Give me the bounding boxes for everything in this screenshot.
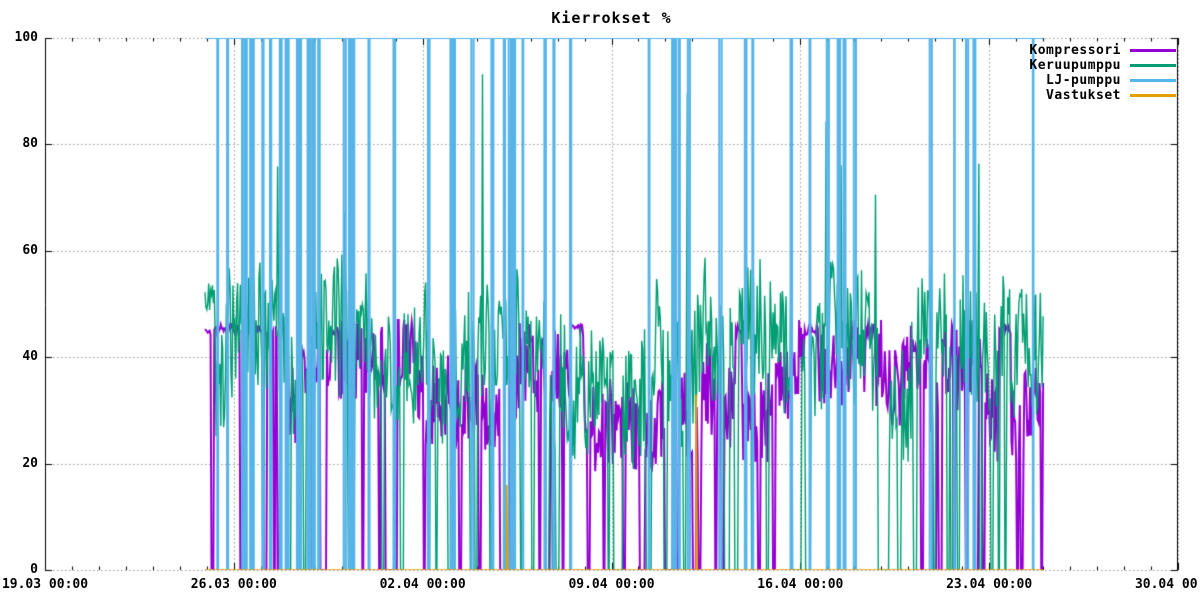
legend-item-keruupumppu: Keruupumppu — [1029, 58, 1176, 73]
legend-item-lj-pumppu: LJ-pumppu — [1029, 73, 1176, 88]
legend-item-vastukset: Vastukset — [1029, 88, 1176, 103]
legend-label-kompressori: Kompressori — [1029, 43, 1121, 58]
legend: Kompressori Keruupumppu LJ-pumppu Vastukset — [1029, 43, 1176, 103]
legend-label-vastukset: Vastukset — [1046, 88, 1121, 103]
chart-title: Kierrokset % — [551, 9, 672, 27]
legend-line-swatch — [1130, 64, 1176, 67]
legend-line-swatch — [1130, 49, 1176, 52]
legend-label-keruupumppu: Keruupumppu — [1029, 58, 1121, 73]
legend-item-kompressori: Kompressori — [1029, 43, 1176, 58]
legend-line-swatch — [1130, 94, 1176, 97]
legend-line-swatch — [1130, 79, 1176, 82]
legend-label-lj-pumppu: LJ-pumppu — [1046, 73, 1121, 88]
